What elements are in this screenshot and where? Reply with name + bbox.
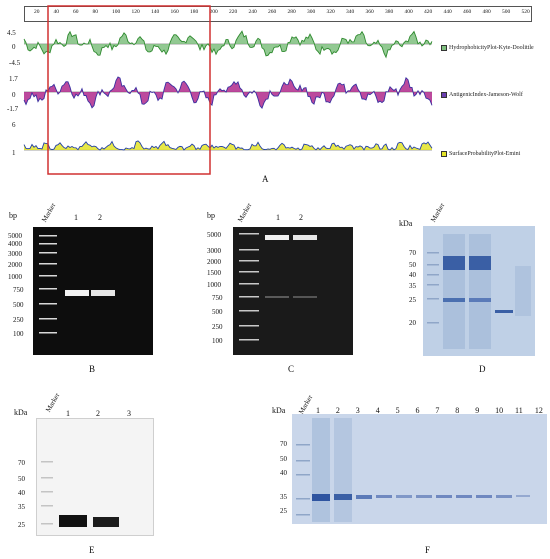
panel-d-gel — [423, 226, 535, 356]
panel-b-lane-2: 2 — [98, 213, 102, 222]
ruler-tick-20: 420 — [424, 9, 433, 15]
panel-f-lane-10: 10 — [495, 406, 504, 415]
ruler-tick-7: 160 — [170, 9, 179, 15]
legend-swatch-surface — [441, 151, 447, 157]
ruler-tick-5: 120 — [131, 9, 140, 15]
panel-f-unit: kDa — [272, 406, 286, 415]
panel-a: 20 40 60 80 100 120 140 160 180 200 220 240 260 280 30… — [0, 0, 550, 185]
panel-b-gel — [33, 227, 153, 355]
panel-f-lane-4: 4 — [375, 406, 380, 415]
ruler-tick-18: 380 — [385, 9, 394, 15]
legend-swatch-antigenic — [441, 92, 447, 98]
panel-b-lane-marker: Marker — [40, 201, 58, 224]
panel-f-lane-3: 3 — [355, 406, 360, 415]
track1-ymid: 0 — [12, 43, 16, 51]
track1-ymin: -4.5 — [9, 59, 21, 67]
panel-b-lane-1: 1 — [74, 213, 78, 222]
panel-b-label: B — [89, 364, 96, 374]
panel-f-lane-2: 2 — [335, 406, 340, 415]
ruler-tick-1: 40 — [53, 9, 60, 15]
panel-d-unit: kDa — [399, 219, 413, 228]
panel-f-lane-7: 7 — [435, 406, 440, 415]
ruler-tick-21: 440 — [443, 9, 452, 15]
panel-e-unit: kDa — [14, 408, 28, 417]
ruler-tick-6: 140 — [151, 9, 160, 15]
track2-ymin: -1.7 — [7, 105, 19, 113]
track-1-line — [23, 30, 433, 59]
ruler-tick-15: 320 — [326, 9, 335, 15]
panel-c-lane-marker: Marker — [236, 201, 254, 224]
track2-ymax: 1.7 — [9, 75, 18, 83]
track3-ymax: 6 — [12, 121, 16, 129]
panel-b: bp Marker 1 2 5000 4000 3000 2000 1000 7… — [0, 198, 180, 378]
legend-hydrophobicity: HydrophobicityPlot-Kyte-Doolittle — [449, 45, 534, 51]
ruler-tick-9: 200 — [209, 9, 218, 15]
panel-e-lane-3: 3 — [127, 409, 131, 418]
panel-c: bp Marker 1 2 5000 3000 2000 1500 1000 7… — [195, 198, 375, 378]
panel-f-gel — [292, 414, 547, 524]
panel-e-blot — [36, 418, 154, 536]
panel-f-lane-1: 1 — [316, 406, 320, 415]
panel-e-lane-1: 1 — [66, 409, 70, 418]
panel-f-lane-9: 9 — [475, 406, 480, 415]
ruler-tick-3: 80 — [92, 9, 99, 15]
panel-f-lane-6: 6 — [415, 406, 420, 415]
panel-e-label: E — [89, 545, 95, 555]
ruler-tick-12: 260 — [268, 9, 277, 15]
track-1-area — [24, 31, 432, 58]
ruler-tick-19: 400 — [404, 9, 413, 15]
legend-antigenic: AntigenicIndex-Jameson-Wolf — [449, 92, 523, 98]
legend-surface: SurfaceProbabilityPlot-Emini — [449, 151, 521, 157]
track1-ymax: 4.5 — [7, 29, 16, 37]
ruler-tick-11: 240 — [248, 9, 257, 15]
panel-c-lane-1: 1 — [276, 213, 280, 222]
track2-ymid: 0 — [12, 91, 16, 99]
ruler-tick-17: 360 — [365, 9, 374, 15]
panel-a-label: A — [262, 174, 269, 184]
track3-ymid: 1 — [12, 149, 16, 157]
profile-plots — [23, 5, 433, 175]
ruler-tick-0: 20 — [34, 9, 40, 15]
panel-c-lane-2: 2 — [299, 213, 303, 222]
panel-f-lane-marker: Marker — [297, 393, 315, 416]
highlight-box — [47, 5, 211, 175]
panel-f-label: F — [425, 545, 431, 555]
panel-c-label: C — [288, 364, 295, 374]
panel-c-unit: bp — [207, 211, 215, 220]
ruler-tick-10: 220 — [229, 9, 238, 15]
ruler-tick-23: 480 — [482, 9, 491, 15]
ruler-tick-13: 280 — [287, 9, 296, 15]
legend-swatch-hydrophobicity — [441, 45, 447, 51]
residue-ruler — [24, 6, 532, 22]
panel-f-lane-11: 11 — [515, 406, 523, 415]
ruler-tick-8: 180 — [190, 9, 199, 15]
ruler-tick-14: 300 — [307, 9, 316, 15]
panel-d-label: D — [479, 364, 486, 374]
ruler-tick-25: 520 — [521, 9, 530, 15]
panel-e-lane-marker: Marker — [44, 391, 62, 414]
ruler-tick-22: 460 — [463, 9, 472, 15]
panel-f-lane-8: 8 — [455, 406, 460, 415]
panel-e-lane-2: 2 — [96, 409, 100, 418]
ruler-tick-16: 340 — [346, 9, 355, 15]
panel-d: kDa Marker 1 2 3 4 70 50 40 35 25 20 D — [385, 198, 550, 378]
track-3-line — [23, 140, 433, 151]
track-2-line — [23, 76, 433, 109]
panel-e: kDa Marker 1 2 3 70 50 40 35 25 E — [0, 390, 170, 559]
ruler-tick-24: 500 — [502, 9, 511, 15]
ruler-tick-4: 100 — [112, 9, 121, 15]
panel-f-lane-12: 12 — [534, 406, 543, 415]
ruler-tick-2: 60 — [73, 9, 79, 15]
track-2-area — [24, 77, 432, 109]
panel-c-gel — [233, 227, 353, 355]
panel-d-lane-marker: Marker — [429, 201, 447, 224]
panel-f-lane-5: 5 — [395, 406, 400, 415]
panel-f: kDa Marker 1 2 3 4 5 6 7 8 9 10 11 12 70 50 — [265, 390, 550, 559]
panel-b-unit: bp — [9, 211, 17, 220]
